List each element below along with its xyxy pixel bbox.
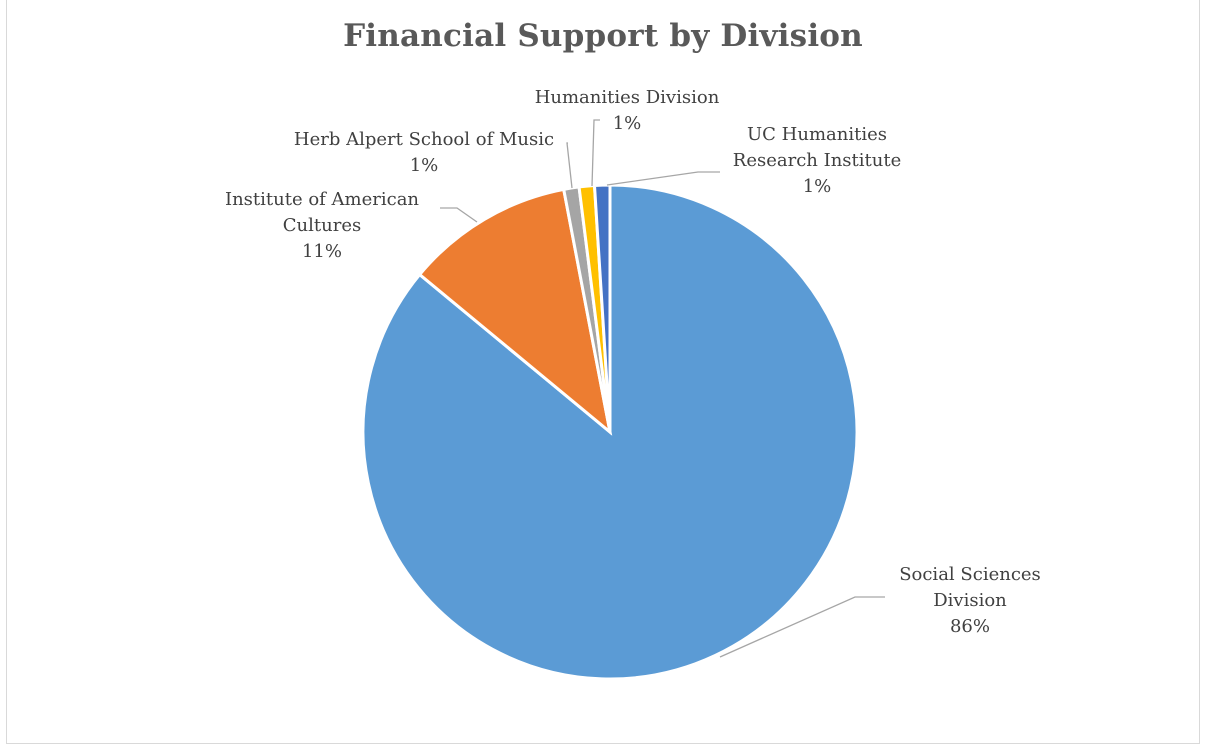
data-labels: Social Sciences Division 86% Institute of A… [225, 87, 1041, 637]
leader-line [606, 171, 720, 186]
pie-slices [361, 183, 859, 681]
leader-line [566, 142, 573, 189]
data-label-herb-alpert-school-of-music: Herb Alpert School of Music 1% [294, 129, 554, 176]
data-label-humanities-division: Humanities Division 1% [535, 87, 720, 134]
chart-title: Financial Support by Division [343, 18, 863, 54]
leader-line [591, 119, 600, 187]
pie-slice-institute-of-american-cultures [417, 187, 613, 436]
data-label-institute-of-american-cultures: Institute of American Cultures 11% [225, 189, 419, 262]
data-label-social-sciences-division: Social Sciences Division 86% [899, 564, 1041, 637]
data-label-uc-humanities-research-institute: UC Humanities Research Institute 1% [733, 124, 901, 197]
leader-line [440, 207, 478, 223]
leader-lines [440, 119, 885, 658]
leader-line [719, 596, 885, 658]
